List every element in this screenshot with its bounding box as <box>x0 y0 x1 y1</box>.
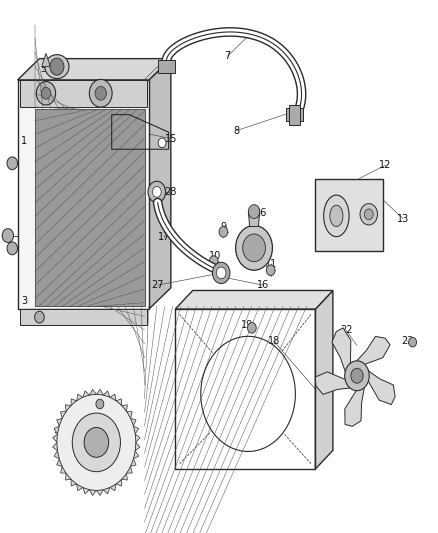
Text: 24: 24 <box>53 432 65 442</box>
Polygon shape <box>42 53 50 67</box>
Text: 17: 17 <box>158 232 170 242</box>
Circle shape <box>41 87 51 99</box>
Circle shape <box>219 272 228 282</box>
Polygon shape <box>348 336 390 370</box>
Polygon shape <box>175 290 333 309</box>
Circle shape <box>247 322 256 333</box>
Text: 23: 23 <box>401 336 413 346</box>
Circle shape <box>216 267 226 279</box>
Circle shape <box>351 368 363 383</box>
Circle shape <box>57 394 136 490</box>
Text: 11: 11 <box>265 259 278 269</box>
Polygon shape <box>315 290 333 469</box>
Text: 14: 14 <box>371 238 383 247</box>
Text: 22: 22 <box>340 326 352 335</box>
Polygon shape <box>358 364 395 405</box>
Text: 27: 27 <box>152 280 164 290</box>
Text: 6: 6 <box>126 150 132 159</box>
Circle shape <box>36 82 56 105</box>
Polygon shape <box>18 80 149 309</box>
Polygon shape <box>345 374 367 426</box>
Bar <box>315 179 383 251</box>
Polygon shape <box>53 389 140 496</box>
Polygon shape <box>332 328 351 385</box>
Text: 26: 26 <box>254 208 267 218</box>
Circle shape <box>96 399 104 409</box>
Circle shape <box>148 181 166 203</box>
Text: 5: 5 <box>41 64 47 74</box>
Polygon shape <box>20 309 147 325</box>
Ellipse shape <box>330 205 343 227</box>
Circle shape <box>219 227 228 237</box>
Bar <box>158 60 175 73</box>
Circle shape <box>50 58 64 75</box>
Circle shape <box>209 256 218 266</box>
Text: 16: 16 <box>257 280 269 290</box>
Text: 1: 1 <box>21 136 27 146</box>
Circle shape <box>7 157 18 169</box>
Text: 7: 7 <box>225 51 231 61</box>
Bar <box>286 108 303 121</box>
Text: 21: 21 <box>88 400 100 410</box>
Polygon shape <box>248 212 260 227</box>
Circle shape <box>345 361 369 391</box>
Bar <box>289 105 300 125</box>
Text: 3: 3 <box>21 296 27 306</box>
Text: 10: 10 <box>208 251 221 261</box>
Ellipse shape <box>45 55 69 79</box>
Circle shape <box>236 225 272 270</box>
Circle shape <box>7 242 18 255</box>
Circle shape <box>2 229 14 243</box>
Circle shape <box>95 86 106 100</box>
Polygon shape <box>20 80 147 107</box>
Circle shape <box>35 311 44 323</box>
Circle shape <box>266 265 275 276</box>
Circle shape <box>248 205 260 219</box>
Text: 9: 9 <box>220 222 226 231</box>
Circle shape <box>152 187 161 197</box>
Circle shape <box>84 427 109 457</box>
Polygon shape <box>18 59 171 80</box>
Circle shape <box>212 262 230 284</box>
Text: 8: 8 <box>120 96 126 106</box>
Text: 28: 28 <box>165 187 177 197</box>
Text: 4: 4 <box>1 230 7 239</box>
Circle shape <box>364 209 373 220</box>
Text: 19: 19 <box>241 320 254 330</box>
Polygon shape <box>149 59 171 309</box>
Polygon shape <box>35 109 145 306</box>
Polygon shape <box>35 109 145 306</box>
Circle shape <box>409 337 417 347</box>
Circle shape <box>158 138 166 148</box>
Text: 15: 15 <box>165 134 177 143</box>
Circle shape <box>89 79 112 107</box>
Circle shape <box>360 204 378 225</box>
Circle shape <box>72 413 120 472</box>
Polygon shape <box>315 372 362 394</box>
Text: 12: 12 <box>379 160 392 170</box>
Text: 8: 8 <box>233 126 240 135</box>
Text: 18: 18 <box>268 336 280 346</box>
Ellipse shape <box>324 195 349 237</box>
Text: 13: 13 <box>397 214 409 223</box>
Circle shape <box>243 234 265 262</box>
